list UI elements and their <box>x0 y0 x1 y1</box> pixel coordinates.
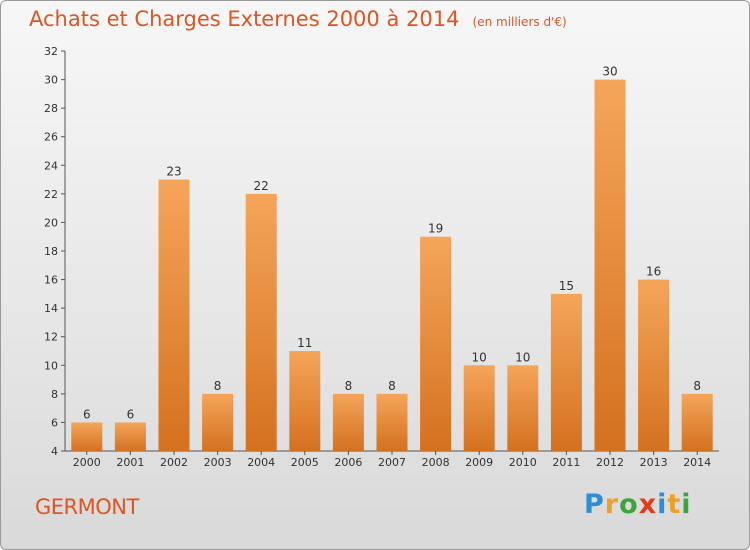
data-label: 8 <box>693 379 701 393</box>
bar <box>463 365 495 451</box>
y-tick-label: 26 <box>44 131 58 144</box>
commune-name: GERMONT <box>35 495 139 519</box>
data-label: 23 <box>166 165 181 179</box>
logo-letter: P <box>584 489 605 520</box>
data-label: 22 <box>254 179 269 193</box>
proxiti-logo: Proxiti <box>584 489 692 520</box>
bar <box>420 236 452 451</box>
bar <box>71 422 103 451</box>
y-tick-label: 28 <box>44 102 58 115</box>
x-tick-label: 2000 <box>73 456 101 469</box>
data-label: 16 <box>646 265 661 279</box>
x-tick-label: 2009 <box>465 456 493 469</box>
bar <box>376 393 408 451</box>
data-label: 11 <box>297 336 312 350</box>
bar <box>245 193 277 451</box>
bar <box>638 279 670 451</box>
bar <box>507 365 539 451</box>
bar <box>550 293 582 451</box>
logo-letter: t <box>667 489 682 520</box>
x-tick-label: 2008 <box>422 456 450 469</box>
data-label: 30 <box>602 65 617 79</box>
x-tick-label: 2013 <box>640 456 668 469</box>
bar <box>202 393 234 451</box>
logo-letter: i <box>657 489 668 520</box>
data-label: 8 <box>214 379 222 393</box>
x-tick-label: 2005 <box>291 456 319 469</box>
logo-letter: x <box>638 489 658 520</box>
data-label: 8 <box>388 379 396 393</box>
y-tick-label: 14 <box>44 302 58 315</box>
x-tick-label: 2004 <box>247 456 275 469</box>
x-tick-label: 2010 <box>509 456 537 469</box>
data-label: 6 <box>127 407 135 421</box>
chart-bars: 6 6 23 8 22 11 8 8 19 10 10 15 30 16 8 <box>71 65 713 452</box>
data-label: 8 <box>345 379 353 393</box>
y-tick-label: 16 <box>44 274 58 287</box>
y-tick-label: 32 <box>44 45 58 58</box>
chart-title-block: Achats et Charges Externes 2000 à 2014 (… <box>29 7 567 31</box>
logo-letter: r <box>604 489 620 520</box>
logo-letter: o <box>619 489 639 520</box>
bar <box>332 393 364 451</box>
y-tick-label: 18 <box>44 245 58 258</box>
y-tick-label: 24 <box>44 159 58 172</box>
chart-title: Achats et Charges Externes 2000 à 2014 <box>29 7 460 31</box>
y-tick-label: 22 <box>44 188 58 201</box>
logo-letter: i <box>681 489 692 520</box>
data-label: 19 <box>428 222 443 236</box>
y-tick-label: 10 <box>44 359 58 372</box>
y-tick-label: 4 <box>51 445 58 458</box>
x-tick-label: 2003 <box>204 456 232 469</box>
y-tick-label: 30 <box>44 74 58 87</box>
data-label: 6 <box>83 407 91 421</box>
x-tick-label: 2002 <box>160 456 188 469</box>
bar <box>158 179 190 452</box>
x-tick-label: 2012 <box>596 456 624 469</box>
x-tick-label: 2001 <box>116 456 144 469</box>
x-tick-label: 2014 <box>683 456 711 469</box>
x-tick-label: 2006 <box>334 456 362 469</box>
data-label: 15 <box>559 279 574 293</box>
chart-unit: (en milliers d'€) <box>472 15 567 29</box>
x-tick-label: 2011 <box>552 456 580 469</box>
bar <box>289 351 321 451</box>
y-tick-label: 6 <box>51 416 58 429</box>
x-tick-label: 2007 <box>378 456 406 469</box>
bar <box>681 393 713 451</box>
y-tick-label: 8 <box>51 388 58 401</box>
bar <box>594 79 626 452</box>
data-label: 10 <box>515 350 530 364</box>
bar <box>114 422 146 451</box>
y-tick-label: 20 <box>44 216 58 229</box>
data-label: 10 <box>472 350 487 364</box>
chart-axes: 4 6 8 10 12 14 16 18 20 22 24 26 28 30 32 2000 2001 2002 2… <box>44 45 719 469</box>
y-tick-label: 12 <box>44 331 58 344</box>
